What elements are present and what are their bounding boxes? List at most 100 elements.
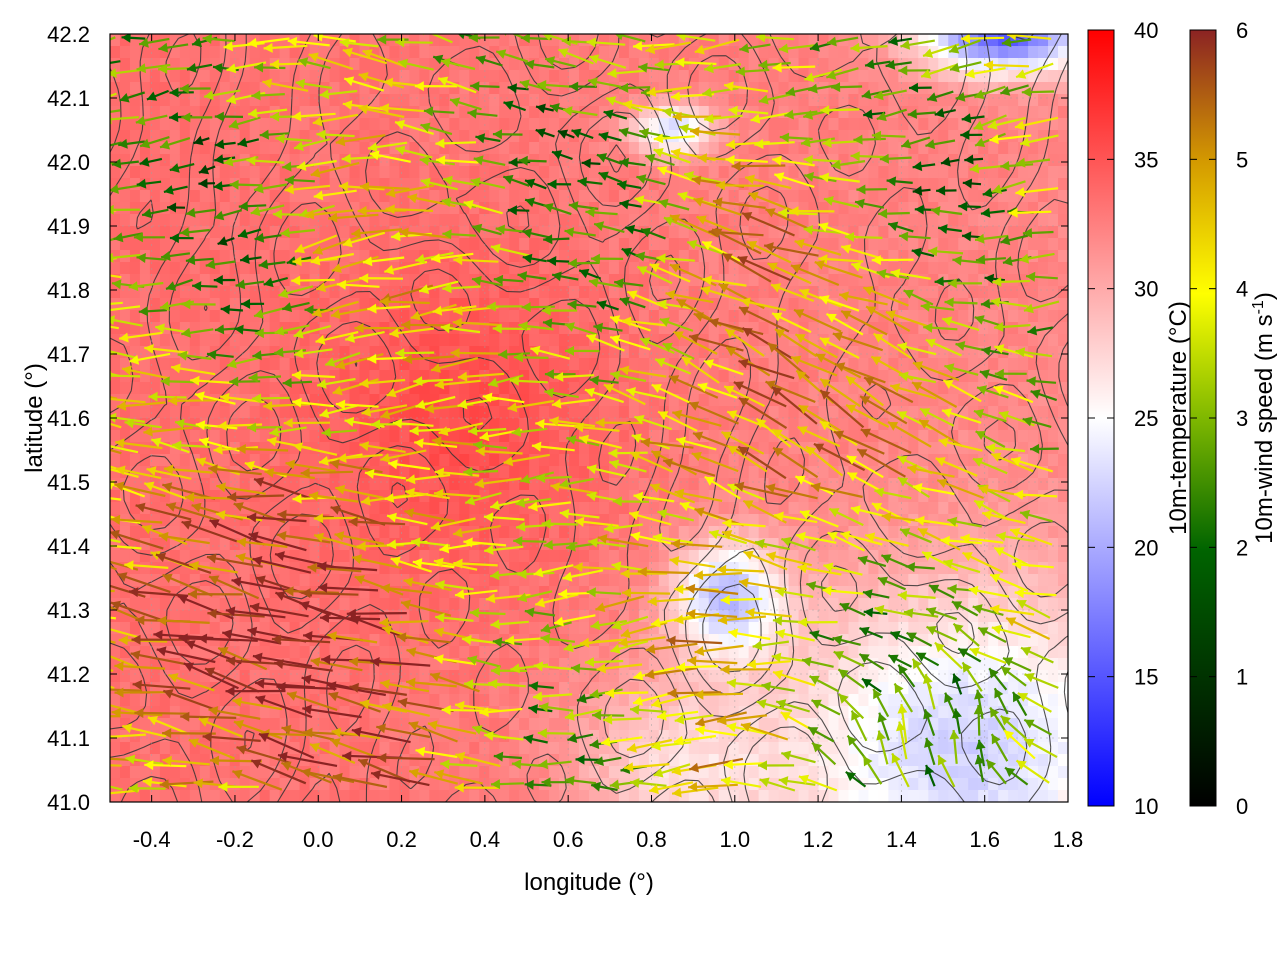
temperature-cell [259,478,271,491]
temperature-cell [858,610,870,623]
temperature-cell [179,454,191,467]
temperature-cell [738,262,750,275]
temperature-cell [608,310,620,323]
temperature-cell [509,346,520,359]
temperature-cell [439,34,450,47]
temperature-cell [559,106,570,119]
temperature-cell [708,778,720,791]
temperature-cell [519,274,530,287]
temperature-cell [549,82,560,95]
temperature-cell [519,118,530,131]
temperature-cell [598,34,610,47]
temperature-cell [299,250,311,263]
temperature-cell [748,466,760,479]
temperature-cell [708,70,720,83]
temperature-cell [718,706,730,719]
temperature-cell [848,142,860,155]
temperature-cell [628,418,640,431]
temperature-cell [848,598,860,611]
temperature-cell [149,190,161,203]
temperature-cell [598,742,610,755]
temperature-cell [399,646,410,659]
temperature-cell [389,730,400,743]
temperature-cell [658,394,670,407]
temperature-cell [848,358,860,371]
temperature-cell [259,790,271,802]
temperature-cell [598,58,610,71]
temperature-cell [419,442,430,455]
temperature-cell [519,502,530,515]
temperature-cell [389,82,400,95]
temperature-cell [509,646,520,659]
temperature-cell [589,46,600,59]
temperature-cell [429,166,440,179]
temperature-cell [569,46,580,59]
temperature-cell [838,706,850,719]
temperature-cell [110,178,121,191]
temperature-cell [539,310,550,323]
temperature-cell [129,682,141,695]
temperature-cell [628,202,640,215]
temperature-cell [219,178,231,191]
temperature-cell [768,430,780,443]
temperature-cell [628,94,640,107]
temperature-cell [439,418,450,431]
temperature-cell [309,286,321,299]
temperature-cell [618,298,630,311]
temperature-cell [189,466,201,479]
temperature-cell [159,538,171,551]
temperature-cell [269,382,281,395]
temperature-cell [349,142,361,155]
temperature-cell [758,454,770,467]
temperature-cell [678,106,690,119]
temperature-cell [369,190,381,203]
temperature-cell [259,598,271,611]
temperature-cell [219,790,231,802]
temperature-cell [878,610,889,623]
temperature-cell [219,190,231,203]
temperature-cell [698,562,710,575]
temperature-cell [489,166,500,179]
temperature-cell [569,142,580,155]
temperature-cell [718,670,730,683]
temperature-cell [539,190,550,203]
temperature-cell [219,346,231,359]
temperature-cell [219,334,231,347]
temperature-cell [129,598,141,611]
temperature-cell [788,430,800,443]
temperature-cell [738,634,750,647]
temperature-cell [169,514,181,527]
temperature-cell [259,274,271,287]
temperature-cell [189,490,201,503]
temperature-cell [259,394,271,407]
temperature-cell [519,670,530,683]
temperature-cell [598,310,610,323]
temperature-cell [299,130,311,143]
temperature-cell [299,550,311,563]
temperature-cell [259,70,271,83]
temperature-cell [429,238,440,251]
temperature-cell [119,70,131,83]
temperature-cell [529,658,540,671]
temperature-cell [489,46,500,59]
temperature-cell [379,610,391,623]
temperature-cell [159,430,171,443]
temperature-cell [159,178,171,191]
temperature-cell [489,34,500,47]
temperature-cell [608,718,620,731]
temperature-cell [858,58,870,71]
temperature-cell [139,82,151,95]
temperature-cell [139,562,151,575]
temperature-cell [668,670,680,683]
temperature-cell [299,46,311,59]
temperature-cell [848,130,860,143]
temperature-cell [179,214,191,227]
temperature-cell [618,466,630,479]
temperature-cell [509,478,520,491]
temperature-cell [828,370,840,383]
temperature-cell [778,526,790,539]
temperature-cell [658,190,670,203]
temperature-cell [349,358,361,371]
temperature-cell [579,742,590,755]
temperature-cell [449,418,460,431]
